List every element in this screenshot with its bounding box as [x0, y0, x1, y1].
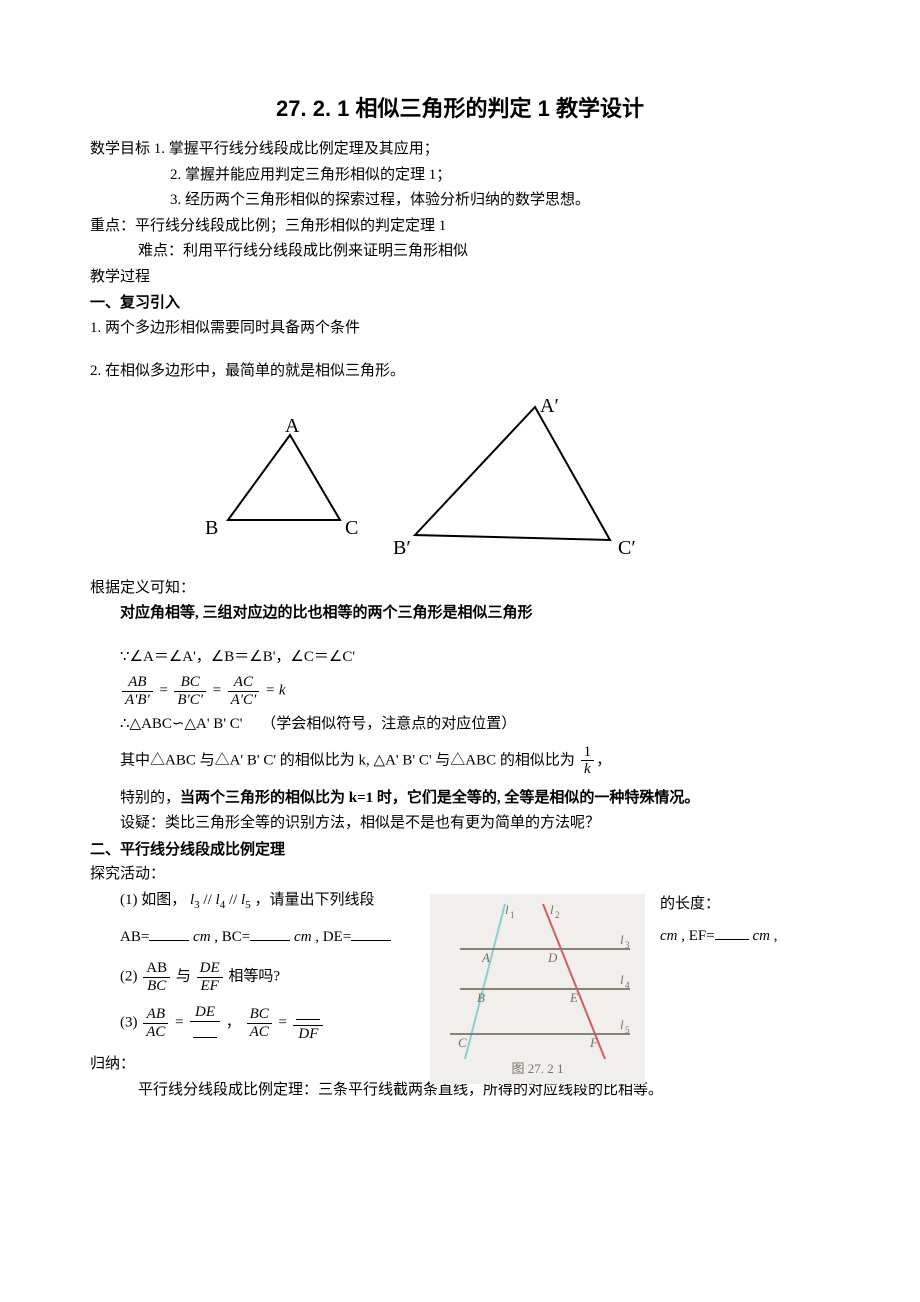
objective-3: 3. 经历两个三角形相似的探索过程，体验分析归纳的数学思想。 [170, 192, 590, 208]
figure-svg: l1 l2 l3 l4 l5 A B C D E F [430, 894, 645, 1064]
svg-text:C: C [458, 1035, 467, 1050]
keypoints-label: 重点： [90, 218, 135, 234]
activity-q1: (1) 如图， l3 // l4 // l5 ，请量出下列线段 [120, 888, 420, 915]
blank-ef[interactable] [715, 924, 749, 940]
proof-line-3: ∴△ABC∽△A' B' C' （学会相似符号，注意点的对应位置） [120, 712, 830, 738]
keypoints-text: 平行线分线段成比例；三角形相似的判定定理 1 [135, 218, 446, 234]
svg-text:4: 4 [625, 980, 630, 990]
proof-line-4: 其中△ABC 与△A' B' C' 的相似比为 k, △A' B' C' 与△A… [120, 744, 830, 778]
svg-text:l: l [505, 902, 509, 917]
special-line: 特别的，当两个三角形的相似比为 k=1 时，它们是全等的, 全等是相似的一种特殊… [120, 786, 830, 812]
activity-q3: (3) ABAC = DE ， BCAC = DF [120, 1004, 420, 1042]
question-line: 设疑：类比三角形全等的识别方法，相似是不是也有更为简单的方法呢？ [120, 811, 830, 837]
objective-2: 2. 掌握并能应用判定三角形相似的定理 1； [170, 167, 451, 183]
svg-text:l: l [620, 972, 624, 987]
objectives-block: 数学目标 1. 掌握平行线分线段成比例定理及其应用； [90, 137, 830, 163]
section-2-title: 二、平行线分线段成比例定理 [90, 837, 830, 863]
blank-q3-1[interactable] [193, 1022, 217, 1038]
section-1-title: 一、复习引入 [90, 290, 830, 316]
triangle-label-cp: C′ [618, 531, 636, 565]
svg-text:E: E [569, 990, 578, 1005]
objective-1: 1. 掌握平行线分线段成比例定理及其应用； [154, 141, 439, 157]
definition-intro: 根据定义可知： [90, 576, 830, 602]
difficulty: 难点：利用平行线分线段成比例来证明三角形相似 [90, 239, 830, 265]
q1-tail: 的长度： [660, 896, 720, 912]
definition-bold: 对应角相等, 三组对应边的比也相等的两个三角形是相似三角形 [90, 601, 830, 627]
figure-27-2-1: l1 l2 l3 l4 l5 A B C D E F 图 27. 2 1 [430, 894, 645, 1084]
svg-text:l: l [550, 902, 554, 917]
page-title: 27. 2. 1 相似三角形的判定 1 教学设计 [90, 90, 830, 127]
blank-q3-2[interactable] [296, 1004, 320, 1020]
activity-block: 的长度： cm , EF= cm , l1 l2 l3 l4 l5 A B C … [120, 888, 830, 1042]
section-1-q2: 2. 在相似多边形中，最简单的就是相似三角形。 [90, 359, 830, 385]
svg-text:l: l [620, 1017, 624, 1032]
figure-caption: 图 27. 2 1 [430, 1058, 645, 1080]
svg-text:5: 5 [625, 1025, 630, 1035]
section-1-q1: 1. 两个多边形相似需要同时具备两个条件 [90, 316, 830, 342]
triangle-label-bp: B′ [393, 531, 411, 565]
keypoints: 重点：平行线分线段成比例；三角形相似的判定定理 1 [90, 214, 830, 240]
objectives-label: 数学目标 [90, 141, 150, 157]
svg-text:3: 3 [625, 940, 630, 950]
proof-line-1: ∵∠A＝∠A'，∠B＝∠B'，∠C＝∠C' [120, 645, 830, 671]
section-2-sub: 探究活动： [90, 862, 830, 888]
proof-fraction-line: ABA'B' = BCB'C' = ACA'C' = k [120, 674, 830, 708]
activity-line2: AB= cm , BC= cm , DE= [120, 925, 420, 951]
difficulty-text: 利用平行线分线段成比例来证明三角形相似 [183, 243, 468, 259]
triangle-label-ap: A′ [540, 389, 559, 423]
triangle-abc [210, 425, 355, 530]
triangle-label-b: B [205, 511, 218, 545]
svg-text:D: D [547, 950, 558, 965]
svg-text:A: A [481, 950, 490, 965]
triangle-label-a: A [285, 409, 299, 443]
q1-line2-tail: cm [660, 928, 678, 944]
blank-bc[interactable] [250, 925, 290, 941]
process-label: 教学过程 [90, 265, 830, 291]
svg-text:B: B [477, 990, 485, 1005]
svg-text:1: 1 [510, 910, 515, 920]
svg-text:l: l [620, 932, 624, 947]
blank-ab[interactable] [149, 925, 189, 941]
blank-de[interactable] [351, 925, 391, 941]
svg-text:2: 2 [555, 910, 560, 920]
triangles-figure: A B C A′ B′ C′ [140, 395, 830, 570]
triangle-apbpcp [400, 395, 625, 550]
difficulty-label: 难点： [138, 243, 183, 259]
triangle-label-c: C [345, 511, 358, 545]
activity-q2: (2) ABBC 与 DEEF 相等吗? [120, 960, 420, 994]
svg-text:F: F [589, 1035, 599, 1050]
